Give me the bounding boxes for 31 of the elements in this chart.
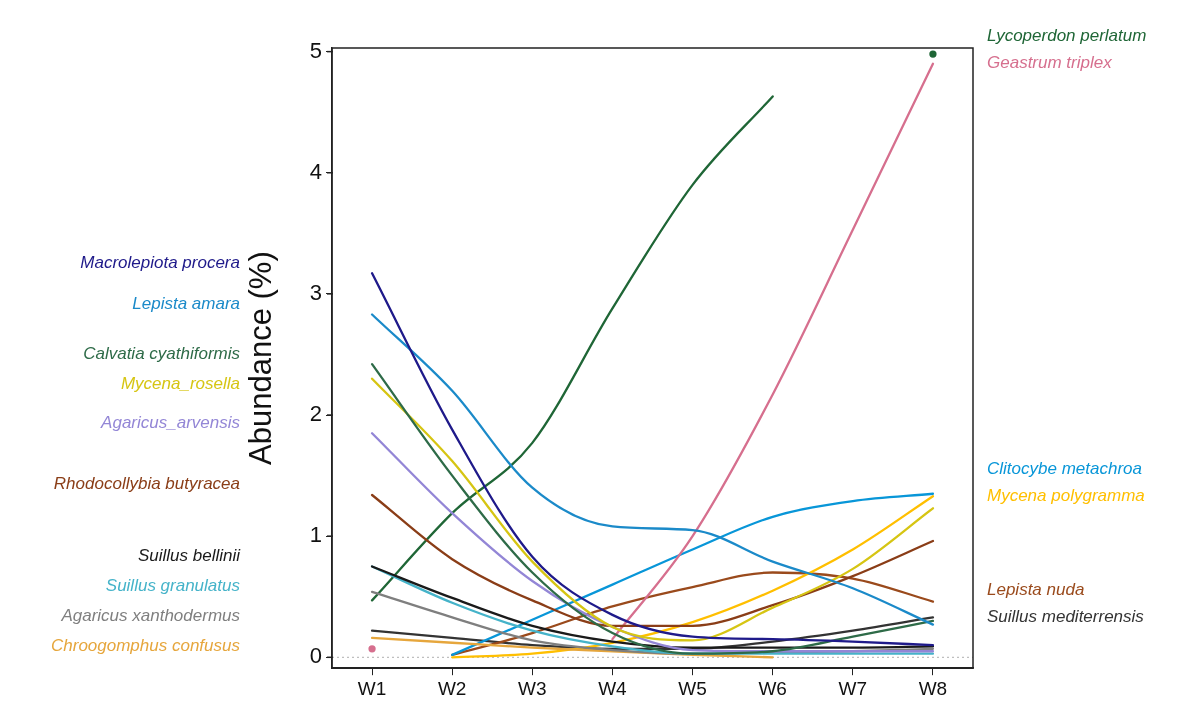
text: Lepista nuda [987,580,1085,600]
text: Suillus granulatus [105,575,241,595]
y-tick-label: 4 [309,158,322,184]
x-tick-label: W7 [838,677,868,699]
text: Agaricus xanthodermus [60,605,241,625]
y-axis-title: Abundance (%) [243,251,279,465]
text: Lepista amara [132,293,240,313]
text: Geastrum triplex [987,53,1113,73]
x-tick-label: W1 [357,677,387,699]
text: Macrolepiota procera [80,252,240,272]
text: Clitocybe metachroa [987,458,1142,478]
text: Agaricus_arvensis [100,412,241,432]
x-tick-label: W5 [678,677,707,699]
x-tick-label: W6 [758,677,787,699]
text: Suillus bellinii [137,545,242,565]
x-tick-label: W2 [437,677,467,699]
y-tick-label: 3 [309,279,322,305]
y-tick-label: 1 [309,522,322,548]
text: Rhodocollybia butyracea [53,474,240,494]
y-tick-label: 5 [309,37,322,63]
x-tick-label: W4 [598,677,628,699]
text: Mycena polygramma [987,485,1145,505]
text: Suillus mediterrensis [987,607,1145,627]
text: Chroogomphus confusus [50,635,241,655]
text: Mycena_rosella [120,373,240,393]
x-tick-label: W3 [518,677,547,699]
y-tick-label: 2 [309,401,322,427]
x-tick-label: W8 [918,677,948,699]
text: Lycoperdon perlatum [987,26,1147,46]
y-tick-label: 0 [309,643,322,669]
text: Calvatia cyathiformis [83,343,241,363]
